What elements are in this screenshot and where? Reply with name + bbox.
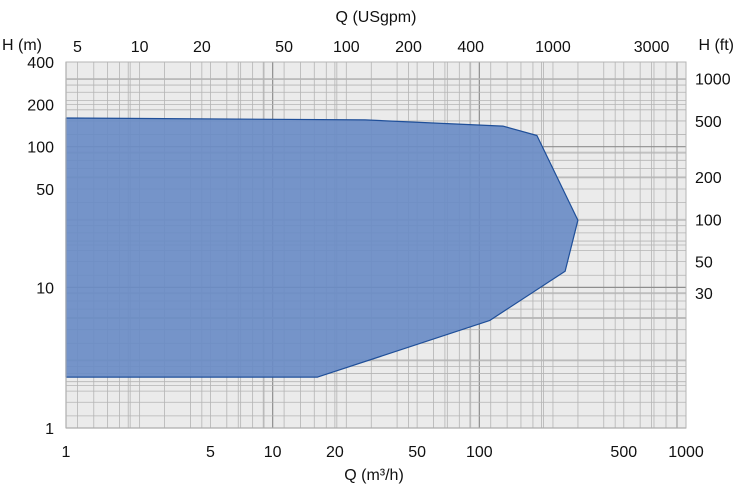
y2-tick-label: 30 — [695, 286, 713, 303]
y2-tick-label: 1000 — [695, 72, 731, 89]
x2-tick-label: 200 — [395, 39, 422, 56]
x-tick-label: 5 — [206, 444, 215, 461]
x-tick-label: 20 — [326, 444, 344, 461]
y-tick-label: 10 — [36, 280, 54, 297]
y2-tick-label: 100 — [695, 212, 722, 229]
x-tick-label: 100 — [466, 444, 493, 461]
y-tick-label: 50 — [36, 182, 54, 199]
y2-axis-title: H (ft) — [698, 37, 734, 54]
plot-frame — [65, 61, 687, 429]
x2-tick-label: 10 — [131, 39, 149, 56]
y-tick-label: 100 — [27, 140, 54, 157]
y2-tick-label: 500 — [695, 114, 722, 131]
series — [65, 117, 579, 378]
y-tick-label: 400 — [27, 55, 54, 72]
x2-tick-label: 1000 — [535, 39, 571, 56]
y2-tick-label: 50 — [695, 255, 713, 272]
x-tick-label: 50 — [408, 444, 426, 461]
tick-labels: 1 5 10 20 50 100 500 1000 1 10 50 100 200 400 5 10 20 50 1… — [27, 39, 730, 461]
x-tick-label: 1000 — [668, 444, 704, 461]
y2-tick-label: 200 — [695, 170, 722, 187]
x2-tick-label: 50 — [275, 39, 293, 56]
operating-range-area — [65, 117, 579, 378]
x-tick-label: 1 — [62, 444, 71, 461]
y-tick-label: 200 — [27, 97, 54, 114]
x2-tick-label: 20 — [193, 39, 211, 56]
x-tick-label: 10 — [264, 444, 282, 461]
x2-tick-label: 5 — [73, 39, 82, 56]
y-axis-title: H (m) — [2, 37, 42, 54]
x-axis-title: Q (m³/h) — [344, 467, 404, 484]
x2-tick-label: 400 — [457, 39, 484, 56]
x2-tick-label: 3000 — [634, 39, 670, 56]
y-tick-label: 1 — [45, 421, 54, 438]
x-tick-label: 500 — [610, 444, 637, 461]
x2-axis-title: Q (USgpm) — [336, 9, 417, 26]
x2-tick-label: 100 — [333, 39, 360, 56]
